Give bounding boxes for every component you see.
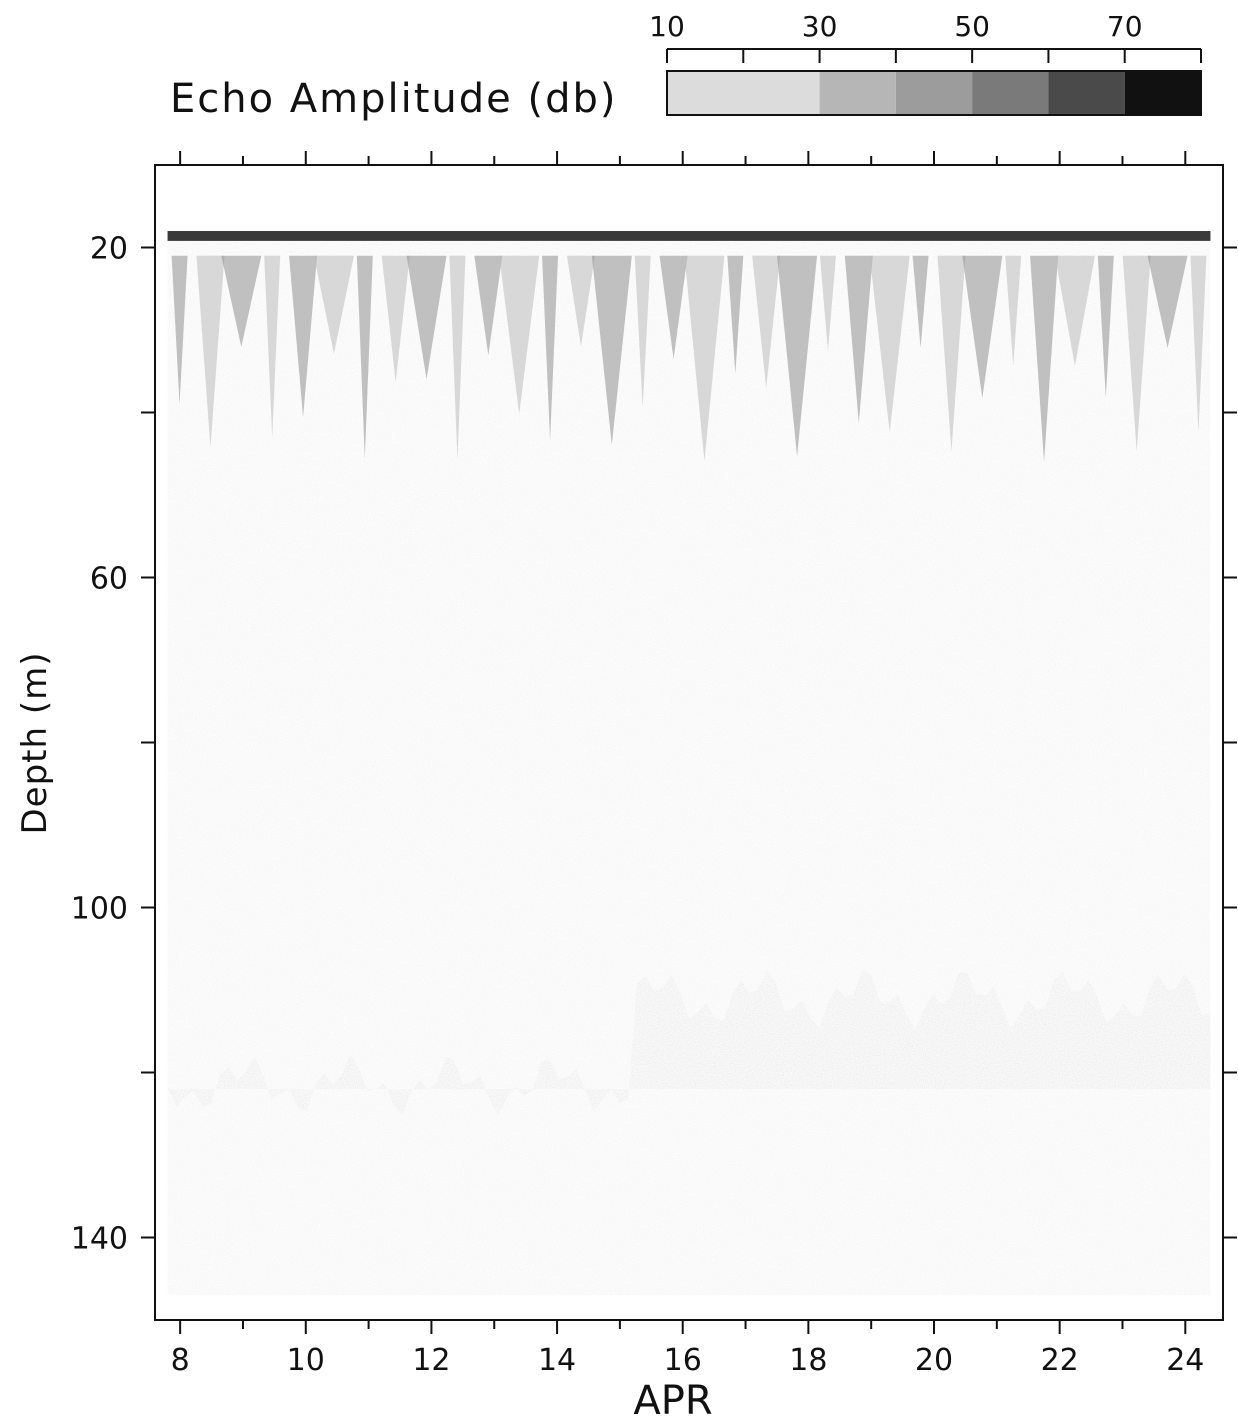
deep-water-intrusion (167, 969, 1211, 1116)
echo-streak (591, 255, 632, 446)
echo-streak (937, 255, 966, 452)
echo-streak (844, 255, 873, 424)
x-tick-label: 10 (287, 1343, 325, 1378)
echo-streak (777, 255, 818, 457)
echo-streak (196, 255, 225, 448)
colorbar-level-5 (1124, 71, 1201, 115)
echo-streak (1097, 255, 1114, 398)
echo-streak (727, 255, 744, 374)
x-tick-label: 20 (915, 1343, 953, 1378)
echo-streak (1005, 255, 1022, 366)
colorbar-tick-label: 30 (802, 10, 838, 43)
echo-streak (171, 255, 188, 405)
echo-streak (869, 255, 910, 433)
echo-streak (406, 255, 447, 380)
colorbar-segments (667, 71, 1201, 115)
echo-streak (449, 255, 466, 460)
y-axis-ticks: 20 60 100 140 (71, 232, 1237, 1257)
colorbar-tick-label: 10 (649, 10, 685, 43)
x-tick-label: 14 (538, 1343, 576, 1378)
y-tick-label: 20 (90, 232, 128, 267)
x-tick-label: 24 (1166, 1343, 1204, 1378)
echo-streak (381, 255, 410, 383)
y-axis-label: Depth (m) (15, 651, 55, 834)
colorbar-level-0 (667, 71, 820, 115)
colorbar: 10 30 50 70 (649, 10, 1202, 116)
echo-streak (659, 255, 688, 360)
echo-streak (264, 255, 281, 438)
colorbar-level-3 (972, 71, 1049, 115)
echo-streak (752, 255, 781, 389)
x-tick-label: 12 (412, 1343, 450, 1378)
x-tick-label: 8 (171, 1343, 190, 1378)
echo-streak (542, 255, 559, 441)
zone-mid-water-column (167, 453, 1211, 1089)
colorbar-level-4 (1048, 71, 1125, 115)
echo-streak (962, 255, 1003, 398)
colorbar-frame (666, 70, 1202, 116)
echo-streak (289, 255, 318, 418)
y-tick-label: 100 (71, 892, 128, 927)
echo-streak (566, 255, 595, 347)
colorbar-level-2 (895, 71, 973, 115)
colorbar-title: Echo Amplitude (db) (170, 76, 618, 122)
colorbar-tick-label: 50 (954, 10, 990, 43)
echo-streak (819, 255, 836, 351)
echo-streak (313, 255, 354, 354)
colorbar-tick-label: 70 (1107, 10, 1143, 43)
echo-streak (221, 255, 262, 347)
x-axis-label: APR (633, 1378, 712, 1424)
echo-zones (167, 231, 1211, 1296)
echo-streak (634, 255, 651, 408)
echo-streak (912, 255, 929, 348)
echo-streak (1122, 255, 1151, 452)
colorbar-ticks: 10 30 50 70 (649, 10, 1202, 63)
y-tick-label: 60 (90, 562, 128, 597)
echo-streak (1147, 255, 1188, 348)
echo-field (167, 231, 1211, 1296)
echo-streak (1054, 255, 1095, 366)
x-tick-label: 22 (1041, 1343, 1079, 1378)
x-tick-label: 18 (789, 1343, 827, 1378)
echo-streak (356, 255, 373, 459)
echo-streak (499, 255, 540, 414)
plot-area: 8 10 12 14 16 18 20 22 24 20 60 100 140 (71, 151, 1237, 1378)
x-tick-label: 16 (664, 1343, 702, 1378)
echo-streak (1030, 255, 1059, 462)
y-tick-label: 140 (71, 1222, 128, 1257)
surface-line (167, 231, 1211, 241)
echo-streak (1190, 255, 1207, 433)
colorbar-level-1 (819, 71, 896, 115)
zone-deep-water (167, 1089, 1211, 1296)
echo-streak (684, 255, 725, 462)
upper-streaks (171, 255, 1207, 462)
x-axis-ticks: 8 10 12 14 16 18 20 22 24 (171, 151, 1204, 1378)
echo-streak (474, 255, 503, 356)
